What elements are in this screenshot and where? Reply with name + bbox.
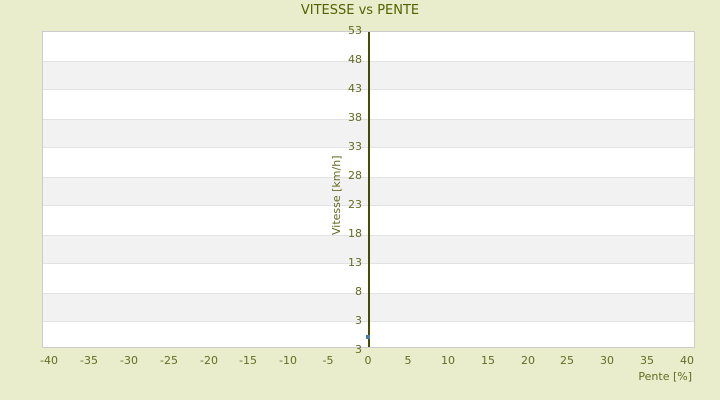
x-tick-label: -30 xyxy=(120,354,138,367)
plot-area xyxy=(42,31,695,348)
y-tick-label: 48 xyxy=(348,53,362,66)
x-tick-label: 40 xyxy=(680,354,694,367)
x-tick-label: -15 xyxy=(239,354,257,367)
x-tick-label: 15 xyxy=(481,354,495,367)
chart-title: VITESSE vs PENTE xyxy=(300,3,420,18)
x-tick-label: -20 xyxy=(200,354,218,367)
y-tick-label: 33 xyxy=(348,140,362,153)
y-tick-label: 38 xyxy=(348,111,362,124)
y-axis-line xyxy=(368,32,370,347)
x-axis-title: Pente [%] xyxy=(638,370,692,383)
y-tick-label: 53 xyxy=(348,24,362,37)
y-tick-label: 3 xyxy=(355,343,362,356)
y-tick-label: 28 xyxy=(348,169,362,182)
y-tick-label: 3 xyxy=(355,314,362,327)
x-tick-label: -40 xyxy=(40,354,58,367)
x-tick-label: -35 xyxy=(80,354,98,367)
x-tick-label: 10 xyxy=(441,354,455,367)
x-tick-label: 20 xyxy=(521,354,535,367)
y-tick-label: 13 xyxy=(348,256,362,269)
y-tick-label: 43 xyxy=(348,82,362,95)
x-tick-label: 35 xyxy=(640,354,654,367)
x-tick-label: 5 xyxy=(404,354,412,367)
x-tick-label: 0 xyxy=(364,354,372,367)
x-tick-label: 25 xyxy=(560,354,574,367)
y-tick-label: 18 xyxy=(348,227,362,240)
x-tick-label: -5 xyxy=(322,354,334,367)
y-tick-label: 23 xyxy=(348,198,362,211)
y-tick-label: 8 xyxy=(355,285,362,298)
data-point-marker xyxy=(366,335,370,339)
x-tick-label: -10 xyxy=(279,354,297,367)
x-tick-label: 30 xyxy=(600,354,614,367)
x-tick-label: -25 xyxy=(160,354,178,367)
